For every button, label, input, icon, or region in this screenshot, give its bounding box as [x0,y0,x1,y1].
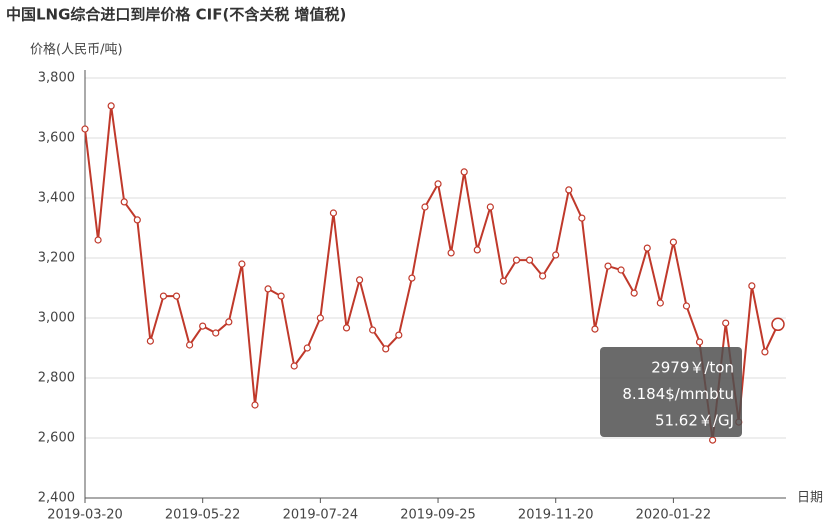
data-point [146,337,154,345]
data-point [199,322,207,330]
data-point [172,292,181,300]
data-point [512,256,521,264]
data-point [722,319,730,327]
data-point [355,276,364,284]
data-point [539,272,547,280]
data-point [695,338,704,346]
data-point [669,238,677,246]
y-tick-label: 3,400 [38,191,75,206]
data-point [771,317,785,332]
tooltip: 2979￥/ton 8.184$/mmbtu 51.62￥/GJ [600,347,742,437]
y-tick-label: 3,200 [38,251,75,266]
data-point [447,249,455,257]
data-point [186,341,194,349]
data-point [761,348,769,356]
y-tick-label: 3,800 [38,71,75,86]
data-point [107,102,115,110]
data-point [290,362,298,370]
data-point [225,318,233,326]
data-point [591,325,599,333]
tooltip-box [600,347,742,437]
data-point [133,216,141,224]
data-point [395,331,403,339]
data-point [748,282,756,290]
data-point [94,236,102,244]
data-point [578,214,586,222]
x-tick-label: 2020-01-22 [636,508,712,523]
data-point [382,345,390,353]
y-axis-name: 价格(人民币/吨) [30,42,123,58]
y-tick-label: 2,800 [38,371,75,386]
data-point [565,186,573,194]
data-point [434,180,442,188]
data-point [486,203,494,211]
chart-title: 中国LNG综合进口到岸价格 CIF(不含关税 增值税) [6,6,346,24]
tooltip-line: 51.62￥/GJ [655,412,734,430]
data-point [369,326,377,334]
data-point [251,401,259,409]
data-point [159,292,168,300]
data-point [525,256,534,264]
y-tick-label: 3,600 [38,131,75,146]
data-point [682,302,691,310]
x-tick-label: 2019-09-25 [400,508,476,523]
series-line [84,105,779,441]
data-point [473,246,481,254]
data-point [604,262,612,270]
y-tick-label: 3,000 [38,311,75,326]
x-tick-label: 2019-11-20 [518,508,594,523]
tooltip-line: 2979￥/ton [651,359,734,377]
data-point [212,329,220,337]
data-point [643,244,651,252]
data-point [120,198,128,206]
data-point [303,344,311,352]
data-point [408,274,416,282]
data-point [238,260,246,268]
tooltip-line: 8.184$/mmbtu [622,385,734,403]
data-point [316,314,324,322]
x-tick-label: 2019-03-20 [47,508,123,523]
x-tick-label: 2019-05-22 [165,508,241,523]
data-point [499,277,508,285]
x-axis-name: 日期 [797,491,823,506]
data-point [552,251,560,259]
data-point [342,324,351,332]
data-point [277,292,285,300]
data-point [617,266,625,274]
data-point [81,125,89,133]
data-point [709,436,717,444]
data-point [460,168,468,176]
y-tick-label: 2,400 [38,491,75,506]
data-point [630,289,638,297]
data-point [421,203,429,211]
y-tick-label: 2,600 [38,431,75,446]
x-tick-label: 2019-07-24 [283,508,359,523]
data-point [264,285,272,293]
data-point [656,299,664,307]
data-point [329,209,338,217]
